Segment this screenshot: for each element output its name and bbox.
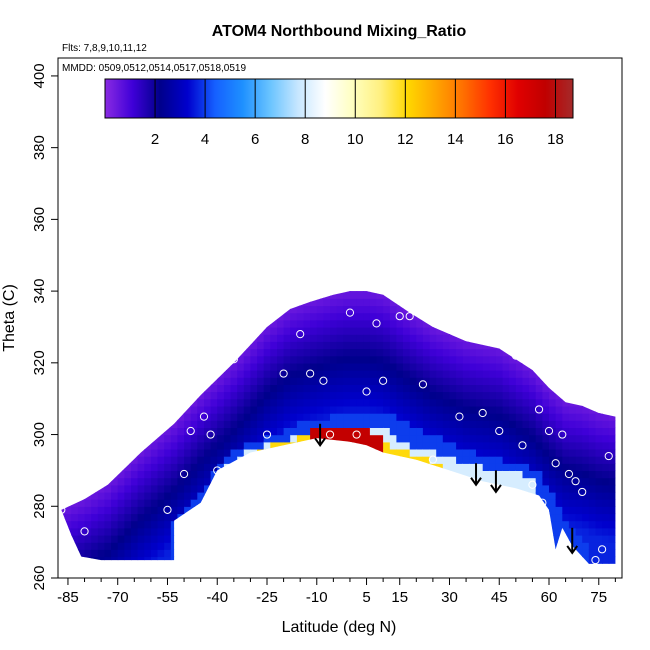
x-tick-label: -70: [107, 589, 129, 606]
sample-point: [505, 340, 514, 349]
descent-arrow: [566, 527, 579, 555]
colorbar-tick-label: 6: [251, 131, 259, 148]
sample-point: [372, 319, 381, 328]
colorbar-tick-label: 18: [547, 131, 564, 148]
sample-point: [319, 376, 328, 385]
sample-point: [418, 380, 428, 389]
sample-point: [551, 459, 560, 468]
sample-point: [362, 387, 371, 396]
mixing-ratio-field: [61, 291, 616, 564]
y-tick-label: 380: [31, 135, 48, 160]
sample-point: [352, 430, 361, 439]
x-tick-label: 5: [362, 589, 370, 606]
descent-arrow: [470, 463, 482, 487]
sample-point: [495, 426, 504, 436]
sample-point: [306, 369, 315, 378]
chart-title: ATOM4 Northbound Mixing_Ratio: [212, 23, 467, 40]
sample-point: [279, 369, 288, 378]
sample-points: [57, 308, 613, 565]
x-axis: -85 -70 -55 -40 -25 -10 5 15 30 45 60 75: [57, 578, 616, 606]
x-tick-label: 15: [391, 589, 408, 606]
sample-point: [604, 451, 613, 461]
descent-arrow: [490, 470, 502, 494]
x-tick-label: 45: [491, 589, 508, 606]
sample-point: [564, 469, 574, 479]
y-tick-label: 400: [31, 63, 48, 88]
y-tick-label: 260: [31, 565, 48, 590]
x-tick-label: -25: [256, 589, 278, 606]
plot-frame: [57, 57, 623, 579]
sample-point: [246, 319, 255, 328]
sample-point: [544, 426, 554, 436]
x-tick-label: 75: [590, 589, 607, 606]
sample-point: [296, 330, 305, 339]
colorbar-tick-label: 8: [301, 131, 309, 148]
sample-point: [528, 480, 537, 489]
colorbar-tick-label: 4: [201, 131, 209, 148]
x-tick-label: -10: [306, 589, 328, 606]
sample-point: [538, 498, 547, 507]
x-tick-label: -85: [57, 589, 79, 606]
y-tick-label: 280: [31, 494, 48, 519]
colorbar-tick-label: 16: [497, 131, 514, 148]
sample-point: [578, 487, 587, 497]
colorbar-tick-label: 12: [397, 131, 414, 148]
sample-point: [455, 412, 464, 421]
y-tick-label: 360: [31, 207, 48, 232]
sample-point: [206, 430, 215, 439]
y-tick-label: 340: [31, 279, 48, 304]
x-tick-label: -55: [157, 589, 179, 606]
sample-point: [199, 412, 209, 421]
x-tick-label: 60: [541, 589, 558, 606]
colorbar-tick-label: 14: [447, 131, 464, 148]
sample-point: [571, 477, 580, 486]
colorbar-tick-label: 10: [347, 131, 364, 148]
sample-point: [80, 527, 89, 536]
sample-point: [213, 466, 222, 475]
x-tick-label: 30: [441, 589, 458, 606]
sample-point: [395, 312, 404, 321]
sample-point: [163, 505, 172, 514]
descent-arrows: [314, 423, 579, 555]
sample-point: [379, 376, 388, 385]
sample-point: [345, 308, 355, 317]
sample-point: [186, 426, 195, 436]
sample-point: [179, 469, 189, 479]
sample-point: [478, 408, 487, 418]
colorbar: [104, 78, 574, 119]
y-axis-label: Theta (C): [1, 284, 18, 352]
sample-point: [325, 430, 335, 439]
sample-point: [262, 430, 272, 439]
x-tick-label: -40: [206, 589, 228, 606]
y-tick-label: 300: [31, 422, 48, 447]
colorbar-ticks: 2 4 6 8 10 12 14 16 18: [151, 79, 564, 148]
sample-point: [511, 351, 520, 360]
sample-point: [229, 355, 238, 364]
sample-point: [518, 441, 527, 450]
sample-point: [597, 545, 607, 554]
sample-point: [428, 455, 437, 464]
descent-arrow: [314, 423, 326, 448]
sample-point: [558, 430, 567, 439]
sample-point: [591, 555, 600, 565]
sample-point: [534, 405, 544, 414]
flights-annotation: Flts: 7,8,9,10,11,12: [62, 43, 147, 54]
colorbar-tick-label: 2: [151, 131, 159, 148]
y-axis: 260 280 300 320 340 360 380 400: [31, 63, 58, 591]
x-axis-label: Latitude (deg N): [282, 619, 397, 636]
dates-annotation: MMDD: 0509,0512,0514,0517,0518,0519: [62, 63, 246, 74]
sample-point: [405, 312, 414, 321]
y-tick-label: 320: [31, 350, 48, 375]
